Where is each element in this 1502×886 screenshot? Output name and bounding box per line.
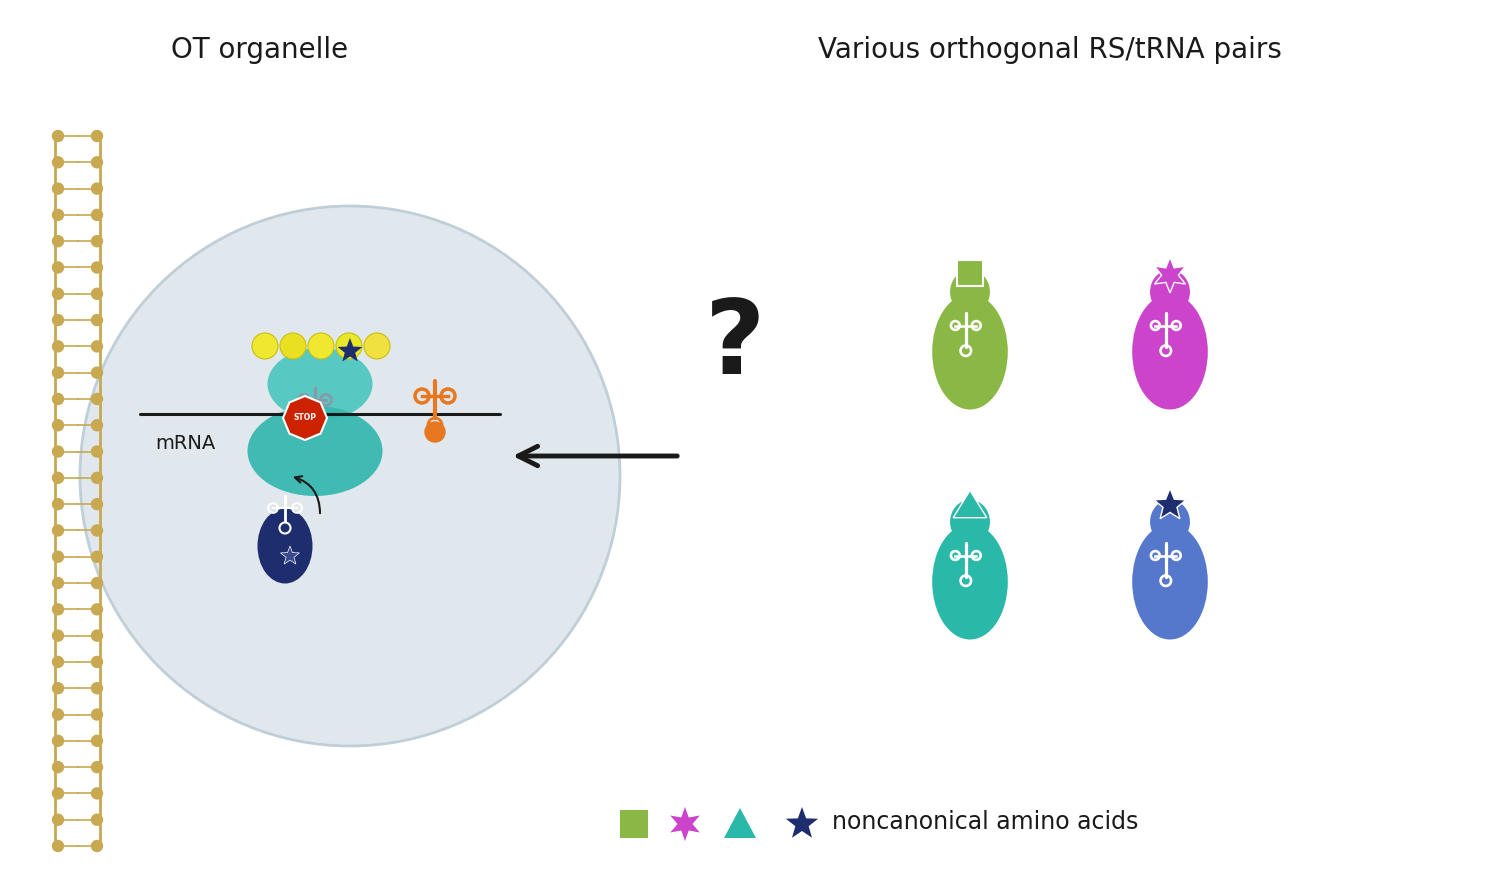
Polygon shape [724,808,756,838]
Polygon shape [338,338,362,361]
Circle shape [279,333,306,359]
Circle shape [92,315,102,325]
Ellipse shape [933,294,1008,409]
Circle shape [92,630,102,641]
Circle shape [53,657,63,667]
Text: ?: ? [704,296,765,397]
Circle shape [53,604,63,615]
Circle shape [53,341,63,352]
Circle shape [92,157,102,167]
Circle shape [53,393,63,405]
Circle shape [92,788,102,799]
Circle shape [92,657,102,667]
Circle shape [53,288,63,299]
Circle shape [53,814,63,825]
Circle shape [92,288,102,299]
Circle shape [425,422,445,442]
Circle shape [92,814,102,825]
Text: STOP: STOP [293,414,317,423]
Circle shape [53,446,63,457]
Circle shape [92,367,102,378]
Polygon shape [1155,257,1185,293]
Circle shape [92,604,102,615]
Text: Various orthogonal RS/tRNA pairs: Various orthogonal RS/tRNA pairs [819,36,1281,64]
Polygon shape [281,546,299,564]
Ellipse shape [1133,524,1208,640]
Circle shape [53,525,63,536]
Circle shape [363,333,391,359]
Ellipse shape [1133,294,1208,409]
Text: noncanonical amino acids: noncanonical amino acids [832,810,1139,834]
Circle shape [92,420,102,431]
Circle shape [53,735,63,746]
Ellipse shape [1151,270,1190,314]
Polygon shape [1154,488,1187,518]
Circle shape [53,315,63,325]
Circle shape [92,446,102,457]
Circle shape [92,130,102,142]
Circle shape [53,420,63,431]
Circle shape [53,183,63,194]
Circle shape [92,472,102,484]
FancyArrowPatch shape [518,447,677,466]
Ellipse shape [267,348,372,420]
Circle shape [53,262,63,273]
Ellipse shape [951,270,990,314]
Circle shape [53,788,63,799]
Circle shape [92,709,102,720]
Ellipse shape [1151,500,1190,544]
Ellipse shape [951,500,990,544]
Ellipse shape [80,206,620,746]
Circle shape [92,209,102,221]
Circle shape [92,183,102,194]
FancyBboxPatch shape [620,810,647,838]
Circle shape [92,262,102,273]
Circle shape [53,841,63,851]
Circle shape [53,683,63,694]
Circle shape [92,393,102,405]
Circle shape [336,333,362,359]
Circle shape [92,841,102,851]
Circle shape [92,578,102,588]
Circle shape [53,709,63,720]
Circle shape [92,236,102,246]
Circle shape [53,236,63,246]
Circle shape [92,762,102,773]
Circle shape [53,130,63,142]
Circle shape [53,472,63,484]
Circle shape [53,551,63,563]
Circle shape [92,525,102,536]
Circle shape [53,578,63,588]
Text: mRNA: mRNA [155,434,215,453]
Circle shape [53,499,63,509]
Ellipse shape [933,524,1008,640]
Circle shape [53,762,63,773]
Circle shape [53,209,63,221]
Circle shape [252,333,278,359]
Circle shape [53,157,63,167]
FancyBboxPatch shape [957,260,982,285]
Text: OT organelle: OT organelle [171,36,348,64]
Polygon shape [786,807,819,838]
Circle shape [92,499,102,509]
Circle shape [53,367,63,378]
Ellipse shape [248,406,383,496]
Ellipse shape [257,509,312,584]
Circle shape [92,551,102,563]
FancyArrowPatch shape [294,476,320,513]
Polygon shape [670,807,700,841]
Circle shape [92,735,102,746]
Circle shape [92,341,102,352]
Circle shape [53,630,63,641]
Circle shape [308,333,333,359]
Circle shape [92,683,102,694]
Polygon shape [954,490,987,517]
